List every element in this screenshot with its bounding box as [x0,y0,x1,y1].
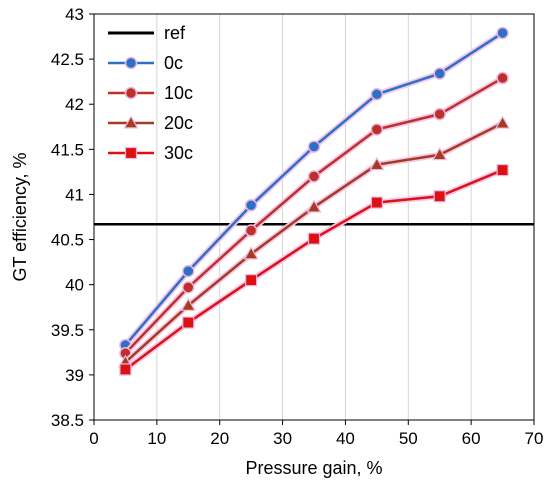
legend-label: 0c [164,53,183,73]
data-point [433,67,446,80]
y-tick-label: 40.5 [51,231,84,250]
y-tick-label: 41.5 [51,140,84,159]
x-tick-label: 40 [336,429,355,448]
x-axis-label: Pressure gain, % [245,458,382,478]
data-point [370,88,384,101]
data-point [307,170,321,183]
plot-area [93,13,535,421]
legend-item-0c: 0c [108,53,183,73]
legend-swatch-marker [124,146,138,160]
y-tick-label: 43 [65,5,84,24]
x-tick-label: 50 [399,429,418,448]
x-tick-label: 20 [210,429,229,448]
data-point [496,71,509,85]
legend-item-ref: ref [108,23,186,43]
x-tick-label: 10 [147,429,166,448]
series-10c [119,71,509,360]
data-point [495,115,511,129]
series-0c [119,26,509,352]
y-tick-label: 38.5 [51,411,84,430]
data-point [182,316,195,329]
data-point [370,196,383,209]
data-point [433,107,446,121]
data-point [180,297,196,311]
data-point [182,281,195,294]
y-tick-label: 41 [65,185,84,204]
series-group [117,26,511,376]
legend-label: 20c [164,113,193,133]
y-tick-label: 39 [65,366,84,385]
y-tick-label: 42 [65,95,84,114]
series-30c [119,163,509,376]
legend-item-30c: 30c [108,143,193,163]
grid-lines [156,14,472,420]
data-point [307,140,321,153]
data-point [369,156,385,171]
data-point [370,123,384,136]
legend-item-10c: 10c [108,83,193,103]
data-point [245,274,258,287]
legend-swatch-marker [123,115,139,129]
data-point [182,264,195,278]
data-point [306,199,322,213]
data-point [432,147,448,161]
legend-label: 10c [164,83,193,103]
data-point [119,363,132,376]
legend-swatch-marker [124,86,138,100]
data-point [433,190,446,203]
y-tick-label: 39.5 [51,321,84,340]
data-point [243,246,259,260]
y-tick-label: 42.5 [51,50,84,69]
legend-swatch-marker [124,56,138,70]
x-axis-ticks: 0 10 20 30 40 50 60 70 [89,420,543,448]
data-point [244,199,258,212]
legend-item-20c: 20c [108,113,193,133]
data-point [244,224,258,237]
y-axis-label: GT efficiency, % [10,152,30,281]
data-point [496,163,509,177]
x-tick-label: 60 [462,429,481,448]
x-tick-label: 0 [89,429,98,448]
legend-label: ref [164,23,186,43]
data-point [496,26,509,40]
data-point [307,232,321,245]
x-tick-label: 30 [273,429,292,448]
x-tick-label: 70 [525,429,544,448]
legend-label: 30c [164,143,193,163]
y-tick-label: 40 [65,276,84,295]
y-axis-ticks: 38.5 39 39.5 40 40.5 41 41.5 42 42.5 43 [51,5,94,430]
legend: ref 0c 10c 20c 30c [108,23,193,163]
